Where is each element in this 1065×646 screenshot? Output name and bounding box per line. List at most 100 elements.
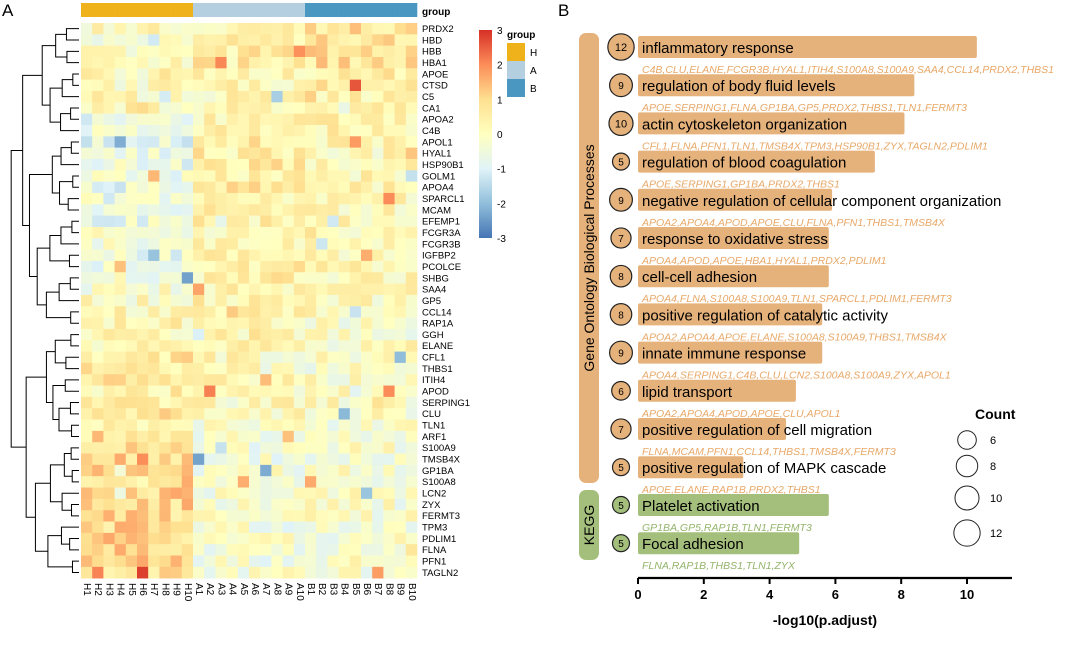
gene-label: SAA4 — [422, 285, 446, 296]
group-legend-title: group — [507, 30, 535, 41]
dendrogram-branch — [52, 385, 66, 421]
heatmap-cell — [271, 147, 283, 160]
heatmap-cell — [114, 68, 127, 80]
heatmap-cell — [394, 544, 407, 556]
heatmap-cell — [148, 510, 160, 522]
heatmap-cell — [327, 34, 339, 46]
gene-label: SHBG — [422, 273, 449, 284]
heatmap-cell — [372, 317, 384, 330]
heatmap-cell — [92, 544, 104, 556]
heatmap-cell — [181, 23, 194, 35]
heatmap-cell — [103, 566, 115, 579]
heatmap-cell — [159, 170, 171, 182]
heatmap-cell — [193, 544, 205, 556]
term-bar — [638, 188, 833, 211]
heatmap-cell — [193, 351, 205, 364]
heatmap-cell — [92, 374, 104, 386]
heatmap-cell — [349, 340, 362, 352]
heatmap-cell — [338, 34, 351, 46]
heatmap-cell — [125, 487, 138, 500]
heatmap-cell — [215, 283, 227, 296]
heatmap-cell — [92, 23, 104, 35]
heatmap-cell — [181, 408, 194, 420]
heatmap-cell — [405, 113, 418, 126]
heatmap-cell — [327, 385, 339, 398]
dendrogram-branch — [60, 147, 79, 166]
heatmap-cell — [394, 260, 407, 273]
heatmap-cell — [327, 204, 339, 216]
heatmap-cell — [137, 532, 149, 545]
heatmap-cell — [394, 464, 407, 477]
sample-label: A2 — [204, 583, 215, 596]
heatmap-cell — [114, 113, 127, 126]
heatmap-cell — [103, 226, 115, 239]
x-tick-label: 4 — [766, 587, 774, 602]
heatmap-cell — [372, 464, 384, 477]
heatmap-cell — [114, 521, 127, 534]
heatmap-cell — [338, 23, 351, 35]
heatmap-cell — [271, 23, 283, 35]
heatmap-cell — [260, 464, 272, 477]
heatmap-cell — [159, 532, 171, 545]
heatmap-cell — [148, 362, 160, 375]
heatmap-cell — [159, 90, 171, 103]
heatmap-cell — [271, 170, 283, 182]
heatmap-cell — [293, 170, 306, 182]
term-bar — [638, 456, 744, 479]
heatmap-cell — [405, 374, 418, 386]
heatmap-cell — [103, 238, 115, 250]
heatmap-cell — [215, 181, 227, 194]
heatmap-cell — [148, 147, 160, 160]
heatmap-cell — [271, 385, 283, 398]
heatmap-cell — [159, 181, 171, 194]
heatmap-cell — [81, 532, 93, 545]
heatmap-cell — [394, 555, 407, 568]
heatmap-cell — [125, 56, 138, 69]
heatmap-cell — [170, 238, 183, 250]
heatmap-cell — [181, 328, 194, 341]
heatmap-cell — [249, 226, 261, 239]
term-label: cell-cell adhesion — [642, 269, 757, 286]
heatmap-cell — [249, 34, 261, 46]
heatmap-cell — [81, 283, 93, 296]
heatmap-cell — [125, 147, 138, 160]
heatmap-cell — [159, 34, 171, 46]
colorbar-tick: 1 — [497, 95, 503, 106]
count-label: 9 — [618, 81, 624, 92]
term-genes: GP1BA,GP5,RAP1B,TLN1,FERMT3 — [642, 522, 812, 534]
heatmap-cell — [170, 328, 183, 341]
heatmap-cell — [282, 238, 295, 250]
heatmap-cell — [193, 396, 205, 409]
heatmap-cell — [394, 521, 407, 534]
heatmap-cell — [92, 442, 104, 454]
heatmap-cell — [237, 170, 250, 182]
heatmap-cell — [249, 260, 261, 273]
heatmap-cell — [327, 374, 339, 386]
heatmap-cell — [103, 532, 115, 545]
heatmap-cell — [237, 23, 250, 35]
heatmap-cell — [282, 249, 295, 262]
heatmap-cell — [81, 79, 93, 92]
heatmap-cell — [148, 453, 160, 466]
heatmap-cell — [271, 102, 283, 114]
heatmap-cell — [305, 23, 317, 35]
gene-label: HYAL1 — [422, 149, 451, 160]
heatmap-cell — [237, 158, 250, 171]
heatmap-cell — [338, 566, 351, 579]
heatmap-cell — [316, 147, 328, 160]
heatmap-cell — [125, 453, 138, 466]
heatmap-cell — [405, 396, 418, 409]
heatmap-cell — [372, 294, 384, 307]
group-legend-swatch — [507, 43, 525, 61]
heatmap-cell — [81, 453, 93, 466]
heatmap-cell — [316, 306, 328, 318]
heatmap-cell — [137, 170, 149, 182]
heatmap-cell — [170, 544, 183, 556]
heatmap-cell — [215, 23, 227, 35]
dendrogram-branch — [61, 492, 79, 511]
heatmap-cell — [361, 498, 373, 511]
heatmap-cell — [260, 566, 272, 579]
heatmap-cell — [237, 362, 250, 375]
dendrogram-branch — [54, 339, 71, 364]
heatmap-cell — [394, 56, 407, 69]
